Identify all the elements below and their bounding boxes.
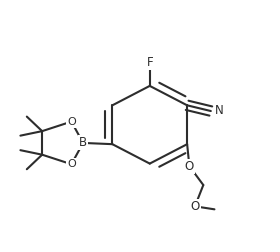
Text: O: O bbox=[185, 160, 194, 173]
Text: O: O bbox=[190, 200, 200, 213]
Text: O: O bbox=[67, 159, 76, 169]
Text: B: B bbox=[79, 136, 87, 149]
Text: N: N bbox=[215, 104, 223, 117]
Text: O: O bbox=[67, 117, 76, 127]
Text: F: F bbox=[146, 56, 153, 69]
